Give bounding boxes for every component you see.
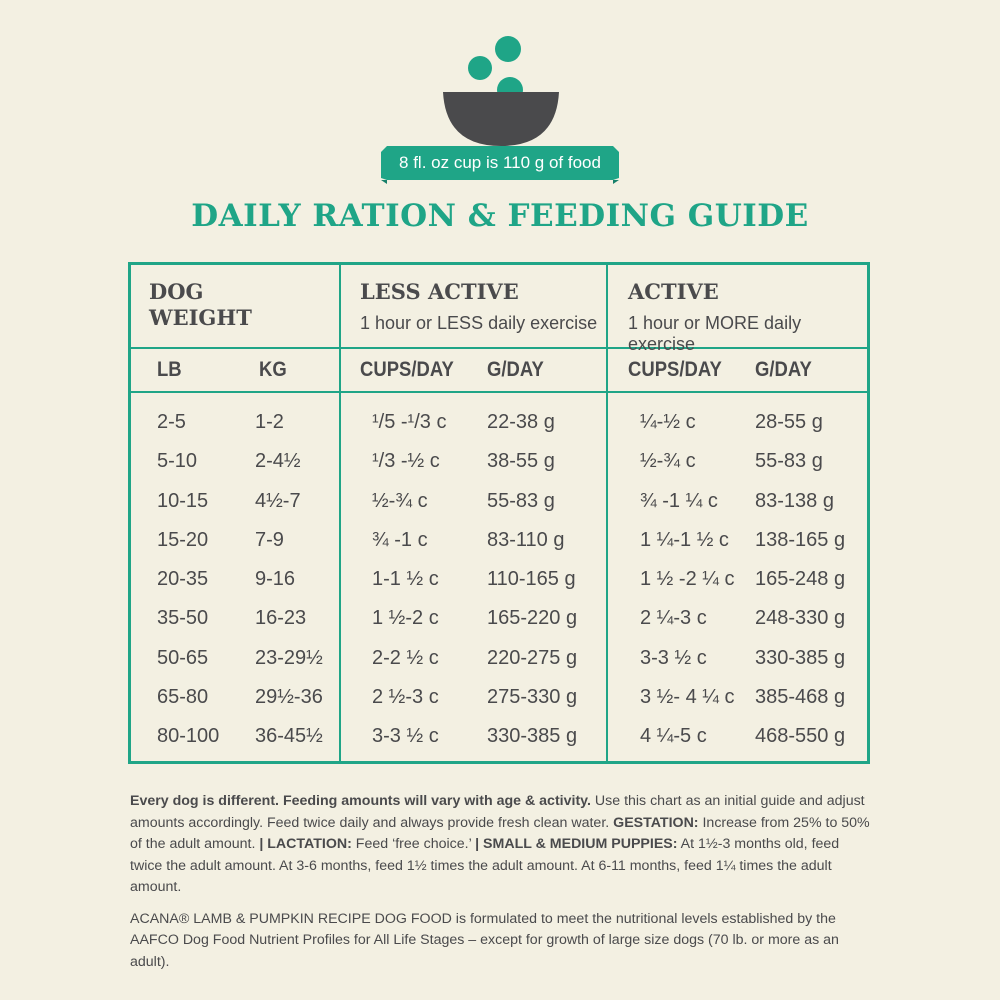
food-bowl-icon: [440, 34, 562, 146]
col-head-la-g: G/DAY: [487, 358, 544, 381]
cell-kg: 4½-7: [255, 489, 301, 512]
cell-lb: 80-100: [157, 725, 220, 748]
cell-a-cups: 4 ¼-5 c: [640, 725, 707, 748]
cell-la-cups: ¹/5 -¹/3 c: [372, 411, 447, 433]
cell-la-cups: ¹/3 -½ c: [372, 450, 440, 473]
col-head-a-g: G/DAY: [755, 358, 812, 381]
banner-text: 8 fl. oz cup is 110 g of food: [399, 153, 601, 172]
table-row: 65-80 29½-36 2 ½-3 c 275-330 g 3 ½- 4 ¼ …: [131, 686, 867, 725]
cell-a-cups: 3-3 ½ c: [640, 646, 707, 669]
cell-a-cups: ¼-½ c: [640, 411, 696, 433]
notes-paragraph-1: Every dog is different. Feeding amounts …: [130, 791, 875, 899]
cell-kg: 36-45½: [255, 725, 323, 748]
cell-a-g: 28-55 g: [755, 411, 823, 433]
cell-la-g: 55-83 g: [487, 489, 555, 512]
col-head-a-cups: CUPS/DAY: [628, 358, 722, 381]
cell-kg: 16-23: [255, 607, 307, 630]
table-row: 15-20 7-9 ¾ -1 c 83-110 g 1 ¼-1 ½ c 138-…: [131, 529, 867, 568]
table-row: 80-100 36-45½ 3-3 ½ c 330-385 g 4 ¼-5 c …: [131, 725, 867, 764]
cell-la-g: 275-330 g: [487, 686, 578, 709]
table-row: 35-50 16-23 1 ½-2 c 165-220 g 2 ¼-3 c 24…: [131, 607, 867, 646]
weight-head-line2: WEIGHT: [149, 305, 252, 330]
notes-text-1: Use this chart as an initial guide and a…: [130, 793, 865, 831]
cell-lb: 65-80: [157, 686, 209, 709]
cell-a-cups: 3 ½- 4 ¼ c: [640, 686, 735, 709]
cell-la-cups: 2-2 ½ c: [372, 646, 439, 669]
cell-lb: 10-15: [157, 489, 209, 512]
notes-bold-4: | SMALL & MEDIUM PUPPIES:: [475, 836, 678, 852]
cell-la-cups: 2 ½-3 c: [372, 686, 439, 709]
cell-la-g: 165-220 g: [487, 607, 578, 630]
cell-lb: 2-5: [157, 411, 186, 433]
table-row: 50-65 23-29½ 2-2 ½ c 220-275 g 3-3 ½ c 3…: [131, 647, 867, 686]
cell-a-cups: 1 ½ -2 ¼ c: [640, 568, 735, 591]
divider-2: [606, 265, 608, 761]
cell-a-g: 385-468 g: [755, 686, 846, 709]
divider-1: [339, 265, 341, 761]
cell-la-g: 110-165 g: [487, 568, 576, 591]
cell-la-cups: 1-1 ½ c: [372, 568, 439, 591]
cell-lb: 15-20: [157, 528, 209, 551]
cell-kg: 29½-36: [255, 686, 323, 709]
weight-head-line1: DOG: [149, 279, 204, 304]
cell-lb: 5-10: [157, 450, 198, 473]
cell-kg: 23-29½: [255, 646, 323, 669]
column-head-divider: [131, 391, 867, 393]
notes-text-3: Feed ‘free choice.’: [351, 836, 476, 852]
cell-kg: 7-9: [255, 528, 284, 551]
cell-la-cups: ½-¾ c: [372, 489, 428, 512]
cell-kg: 1-2: [255, 411, 284, 433]
notes-paragraph-2: ACANA® LAMB & PUMPKIN RECIPE DOG FOOD is…: [130, 910, 839, 970]
cell-la-g: 22-38 g: [487, 411, 555, 433]
feeding-notes: Every dog is different. Feeding amounts …: [130, 791, 875, 983]
feeding-table: DOG WEIGHT LESS ACTIVE 1 hour or LESS da…: [128, 262, 870, 764]
cell-a-g: 468-550 g: [755, 725, 846, 748]
notes-text-4: At 1½-3 months old, feed twice the adult…: [130, 836, 840, 895]
less-active-head: LESS ACTIVE: [360, 279, 519, 304]
cup-size-banner: 8 fl. oz cup is 110 g of food: [381, 146, 619, 184]
notes-text-2: Increase from 25% to 50% of the adult am…: [130, 814, 870, 853]
cell-lb: 35-50: [157, 607, 209, 630]
cell-la-cups: 3-3 ½ c: [372, 725, 439, 748]
cell-kg: 2-4½: [255, 450, 301, 473]
table-body: 2-5 1-2 ¹/5 -¹/3 c 22-38 g ¼-½ c 28-55 g…: [131, 411, 867, 765]
cell-la-cups: ¾ -1 c: [372, 528, 428, 551]
cell-lb: 20-35: [157, 568, 209, 591]
less-active-sub: 1 hour or LESS daily exercise: [360, 313, 598, 333]
cell-a-g: 55-83 g: [755, 450, 823, 473]
cell-la-g: 38-55 g: [487, 450, 555, 473]
cell-kg: 9-16: [255, 568, 296, 591]
cell-a-g: 83-138 g: [755, 489, 834, 512]
col-head-la-cups: CUPS/DAY: [360, 358, 454, 381]
cell-la-cups: 1 ½-2 c: [372, 607, 439, 630]
cell-a-g: 248-330 g: [755, 607, 846, 630]
notes-bold-1: Every dog is different. Feeding amounts …: [130, 793, 591, 809]
cell-a-cups: 1 ¼-1 ½ c: [640, 528, 729, 551]
cell-la-g: 220-275 g: [487, 646, 578, 669]
active-sub: 1 hour or MORE daily exercise: [628, 313, 802, 354]
notes-bold-3: | LACTATION:: [259, 836, 352, 852]
cell-a-g: 165-248 g: [755, 568, 846, 591]
cell-lb: 50-65: [157, 646, 209, 669]
col-head-kg: KG: [259, 358, 287, 381]
active-head: ACTIVE: [628, 279, 719, 304]
notes-bold-2: GESTATION:: [613, 814, 699, 831]
table-row: 20-35 9-16 1-1 ½ c 110-165 g 1 ½ -2 ¼ c …: [131, 568, 867, 607]
cell-la-g: 330-385 g: [487, 725, 578, 748]
cell-a-cups: ¾ -1 ¼ c: [640, 489, 718, 512]
table-row: 5-10 2-4½ ¹/3 -½ c 38-55 g ½-¾ c 55-83 g: [131, 450, 867, 489]
table-row: 2-5 1-2 ¹/5 -¹/3 c 22-38 g ¼-½ c 28-55 g: [131, 411, 867, 450]
col-head-lb: LB: [157, 358, 182, 381]
cell-a-cups: 2 ¼-3 c: [640, 607, 707, 630]
table-row: 10-15 4½-7 ½-¾ c 55-83 g ¾ -1 ¼ c 83-138…: [131, 490, 867, 529]
cell-a-g: 330-385 g: [755, 646, 846, 669]
cell-a-g: 138-165 g: [755, 528, 846, 551]
weight-group-head: DOG WEIGHT: [149, 279, 252, 331]
cell-a-cups: ½-¾ c: [640, 450, 696, 473]
cell-la-g: 83-110 g: [487, 528, 565, 551]
page-title: DAILY RATION & FEEDING GUIDE: [191, 198, 809, 234]
header-divider: [131, 347, 867, 349]
